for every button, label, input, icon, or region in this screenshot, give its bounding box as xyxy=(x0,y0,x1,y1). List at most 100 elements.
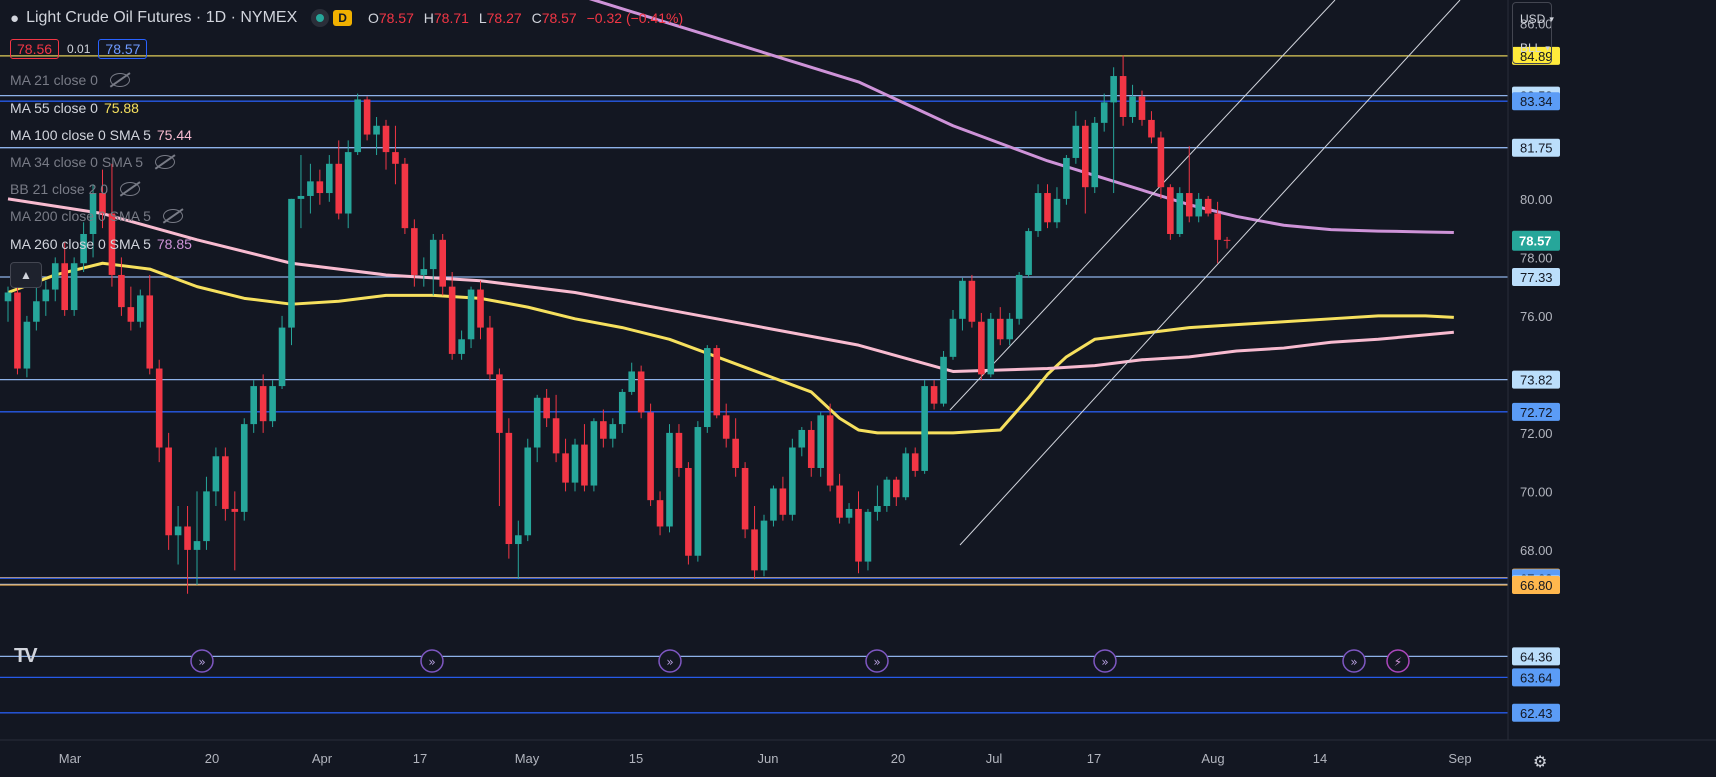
candle-body xyxy=(609,424,617,439)
axis-controls xyxy=(1512,2,1552,64)
hidden-eye-icon[interactable] xyxy=(155,155,176,169)
x-tick-label: 15 xyxy=(629,751,643,766)
candle-body xyxy=(911,453,919,471)
channel-upper-line xyxy=(949,0,1336,411)
candle-body xyxy=(1223,239,1231,241)
y-tick-label: 78.00 xyxy=(1520,250,1553,265)
unit-button[interactable]: BLL ▾ xyxy=(1520,41,1550,55)
market-open-dot-icon xyxy=(311,9,330,27)
candle-body xyxy=(987,318,995,375)
indicator-ma260[interactable]: MA 260 close 0 SMA 5 78.85 xyxy=(10,236,192,252)
candle-body xyxy=(883,479,891,507)
candle-body xyxy=(656,500,664,527)
candle-body xyxy=(533,397,541,448)
event-arrow-icon: » xyxy=(1350,655,1357,669)
candle-body xyxy=(439,239,446,287)
candle-body xyxy=(146,295,154,369)
candle-body xyxy=(496,374,503,433)
candle-body xyxy=(250,386,257,425)
ma-line xyxy=(588,0,1454,235)
candle-body xyxy=(817,415,824,468)
candle-body xyxy=(666,432,673,527)
candle-body xyxy=(1006,318,1013,340)
indicator-ma55[interactable]: MA 55 close 0 75.88 xyxy=(10,100,139,116)
candle-body xyxy=(996,318,1004,340)
candle-body xyxy=(89,193,97,234)
candle-body xyxy=(1185,193,1193,217)
level-label: 73.82 xyxy=(1520,373,1553,388)
candle-body xyxy=(760,520,768,571)
candle-body xyxy=(571,444,579,483)
candle-body xyxy=(959,280,966,319)
last-price-label: 78.57 xyxy=(1519,234,1552,249)
x-tick-label: Apr xyxy=(312,751,333,766)
candle-body xyxy=(4,292,12,302)
ma-line xyxy=(7,197,1454,373)
candle-body xyxy=(741,467,749,530)
candle-body xyxy=(628,371,635,392)
tradingview-logo[interactable]: TV xyxy=(14,645,38,667)
candle-body xyxy=(373,125,380,135)
candle-body xyxy=(14,292,21,369)
candles xyxy=(4,55,1231,594)
candle-body xyxy=(921,386,928,471)
y-tick-label: 76.00 xyxy=(1520,309,1553,324)
candle-body xyxy=(524,447,532,536)
candle-body xyxy=(316,181,324,194)
level-label: 63.64 xyxy=(1520,670,1553,685)
gear-icon[interactable]: ⚙ xyxy=(1533,754,1548,771)
candle-body xyxy=(80,233,87,264)
hidden-eye-icon[interactable] xyxy=(109,73,130,87)
candle-body xyxy=(798,429,806,448)
sell-price-button[interactable]: 78.56 xyxy=(10,39,60,59)
candle-body xyxy=(618,391,626,425)
indicator-bb21[interactable]: BB 21 close 2 0 xyxy=(10,179,141,199)
y-tick-label: 68.00 xyxy=(1520,543,1553,558)
level-label-box xyxy=(1512,92,1560,111)
indicator-ma100[interactable]: MA 100 close 0 SMA 5 75.44 xyxy=(10,127,192,143)
candle-body xyxy=(240,424,248,512)
last-price-box xyxy=(1512,230,1560,251)
candle-body xyxy=(344,152,352,214)
event-arrow-icon: ⚡ xyxy=(1394,655,1402,669)
candle-body xyxy=(326,163,333,194)
level-label: 77.33 xyxy=(1520,270,1553,285)
currency-button[interactable]: USD ▾ xyxy=(1520,12,1554,26)
candle-body xyxy=(675,432,683,468)
candle-body xyxy=(552,418,560,454)
candle-body xyxy=(392,152,399,164)
candle-body xyxy=(203,491,210,542)
candle-body xyxy=(448,286,456,354)
candle-body xyxy=(1044,193,1051,223)
candle-body xyxy=(23,321,31,369)
candle-body xyxy=(477,289,484,328)
candle-body xyxy=(288,198,295,328)
candle-body xyxy=(1100,102,1108,123)
y-tick-label: 86.00 xyxy=(1520,16,1553,31)
indicator-ma34[interactable]: MA 34 close 0 SMA 5 xyxy=(10,152,176,172)
candle-body xyxy=(165,447,172,536)
level-label: 64.36 xyxy=(1520,649,1553,664)
x-tick-label: Jul xyxy=(986,751,1003,766)
candle-body xyxy=(836,485,843,518)
event-marker-icon xyxy=(1386,649,1410,673)
candle-body xyxy=(581,444,588,486)
candle-body xyxy=(99,193,106,214)
collapse-legend-button[interactable]: ▲ xyxy=(10,262,42,288)
candle-body xyxy=(382,125,390,153)
candle-body xyxy=(600,421,607,439)
buy-price-button[interactable]: 78.57 xyxy=(98,39,148,59)
candle-body xyxy=(826,415,834,486)
indicator-ma200[interactable]: MA 200 close 0 SMA 5 xyxy=(10,206,183,226)
level-label: 66.80 xyxy=(1520,578,1553,593)
symbol-title[interactable]: Light Crude Oil Futures · 1D · NYMEX xyxy=(26,9,298,26)
indicator-ma21[interactable]: MA 21 close 0 xyxy=(10,70,130,90)
market-status[interactable]: D xyxy=(311,9,352,27)
event-marker-icon xyxy=(1093,649,1117,673)
hidden-eye-icon[interactable] xyxy=(120,182,141,196)
timeframe-badge[interactable]: D xyxy=(333,10,352,26)
hidden-eye-icon[interactable] xyxy=(162,209,183,223)
candle-body xyxy=(42,289,50,302)
